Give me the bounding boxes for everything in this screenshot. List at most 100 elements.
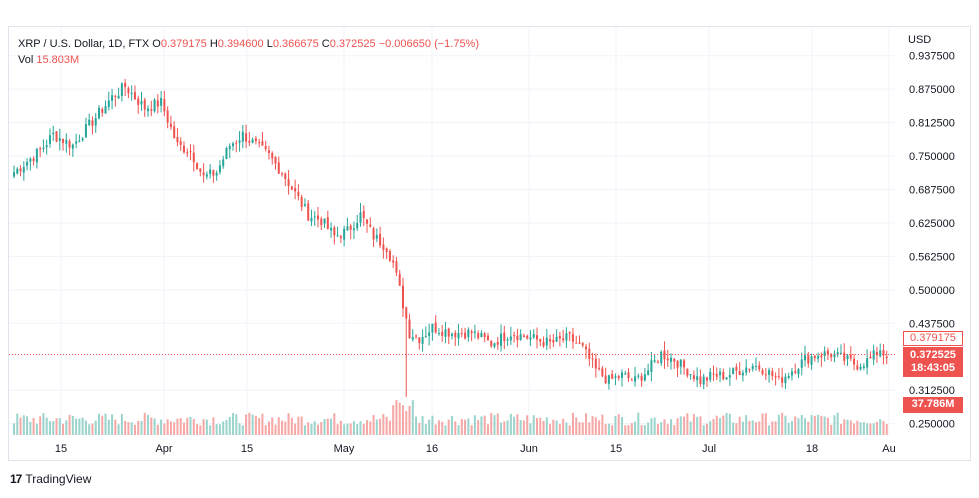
candle-body bbox=[333, 227, 336, 236]
candle-body bbox=[601, 368, 604, 377]
volume-bar bbox=[447, 419, 450, 435]
currency-label[interactable]: USD bbox=[908, 34, 932, 46]
volume-bar bbox=[856, 420, 859, 435]
volume-bar bbox=[532, 415, 535, 435]
volume-bar bbox=[287, 413, 290, 435]
volume-bar bbox=[369, 421, 372, 435]
volume-bar bbox=[732, 422, 735, 435]
candle-body bbox=[663, 350, 666, 360]
candle-body bbox=[120, 83, 123, 96]
volume-bar bbox=[784, 415, 787, 435]
candle-body bbox=[97, 107, 101, 119]
volume-bar bbox=[875, 421, 878, 435]
countdown-value: 18:43:05 bbox=[910, 362, 956, 374]
y-tick-label: 0.625000 bbox=[909, 218, 955, 230]
volume-bar bbox=[444, 425, 447, 435]
volume-bar bbox=[300, 416, 303, 435]
volume-bar bbox=[741, 421, 744, 435]
volume-bar bbox=[431, 415, 434, 435]
candle-body bbox=[310, 217, 313, 222]
volume-bar bbox=[379, 418, 382, 435]
volume-bar bbox=[248, 412, 251, 435]
candle-body bbox=[287, 179, 290, 187]
volume-bar bbox=[575, 417, 578, 435]
candle-body bbox=[689, 374, 692, 376]
volume-bar bbox=[42, 413, 45, 435]
volume-bar bbox=[640, 425, 643, 435]
candle-body bbox=[624, 373, 627, 375]
candle-body bbox=[209, 169, 212, 174]
candle-body bbox=[42, 147, 45, 149]
candle-body bbox=[719, 371, 722, 376]
volume-bar bbox=[650, 418, 653, 435]
candle-body bbox=[630, 379, 633, 381]
volume-bar bbox=[591, 416, 594, 435]
candle-body bbox=[300, 196, 303, 207]
candle-body bbox=[169, 123, 172, 127]
volume-bar bbox=[222, 421, 225, 435]
volume-bar bbox=[81, 417, 84, 435]
candle-body bbox=[176, 137, 179, 143]
volume-bar bbox=[346, 423, 349, 435]
x-tick-label: 18 bbox=[806, 443, 818, 455]
volume-bar bbox=[147, 414, 150, 435]
candle-body bbox=[738, 371, 741, 376]
candle-body bbox=[147, 108, 150, 112]
candle-body bbox=[833, 353, 836, 358]
candle-body bbox=[464, 332, 467, 339]
candle-body bbox=[94, 117, 97, 126]
volume-bar bbox=[663, 419, 666, 435]
volume-bar bbox=[869, 423, 872, 435]
volume-bar bbox=[696, 416, 699, 435]
volume-bar bbox=[754, 422, 758, 435]
candle-body bbox=[222, 159, 225, 167]
volume-bar bbox=[366, 420, 369, 435]
volume-bar bbox=[29, 421, 32, 435]
candle-body bbox=[751, 365, 754, 370]
candle-body bbox=[137, 98, 140, 105]
volume-bar bbox=[460, 419, 463, 435]
candle-body bbox=[326, 217, 329, 229]
x-tick-label: May bbox=[334, 443, 355, 455]
volume-bar bbox=[839, 423, 842, 435]
candle-body bbox=[428, 332, 431, 336]
volume-bar bbox=[261, 413, 264, 435]
candle-body bbox=[205, 174, 208, 177]
volume-bar bbox=[519, 420, 522, 435]
candle-body bbox=[245, 133, 248, 142]
candle-body bbox=[869, 356, 872, 359]
candle-body bbox=[813, 356, 816, 359]
volume-bar bbox=[32, 417, 35, 435]
volume-bar bbox=[352, 421, 355, 435]
candle-body bbox=[362, 211, 365, 218]
tradingview-brand[interactable]: 17 TradingView bbox=[10, 472, 91, 486]
volume-bar bbox=[114, 419, 117, 435]
candlestick-chart[interactable]: 0.937500 0.875000 0.812500 0.750000 0.687500… bbox=[9, 27, 972, 462]
candle-body bbox=[258, 142, 261, 144]
volume-bar bbox=[712, 418, 715, 435]
candle-body bbox=[411, 337, 414, 340]
candle-body bbox=[307, 203, 310, 221]
close-key: C bbox=[321, 38, 330, 50]
symbol-label[interactable]: XRP / U.S. Dollar, 1D, FTX bbox=[18, 38, 150, 50]
volume-bar bbox=[94, 420, 97, 435]
candle-body bbox=[467, 329, 470, 338]
candle-body bbox=[19, 168, 22, 172]
candle-body bbox=[585, 346, 588, 350]
volume-bar bbox=[849, 420, 852, 435]
candle-body bbox=[173, 126, 176, 138]
candle-body bbox=[849, 354, 852, 359]
candle-body bbox=[336, 235, 339, 237]
ohlc-line: XRP / U.S. Dollar, 1D, FTX O0.379175 H0.… bbox=[18, 36, 479, 52]
volume-bar bbox=[627, 425, 630, 435]
candle-body bbox=[91, 120, 94, 126]
volume-bar bbox=[349, 423, 352, 435]
candle-body bbox=[418, 337, 421, 344]
candle-body bbox=[372, 228, 375, 240]
candle-body bbox=[702, 376, 705, 385]
candle-body bbox=[846, 355, 849, 360]
volume-bar bbox=[428, 419, 431, 435]
volume-bar bbox=[866, 423, 869, 435]
candle-body bbox=[768, 369, 771, 375]
volume-bar bbox=[836, 412, 839, 435]
